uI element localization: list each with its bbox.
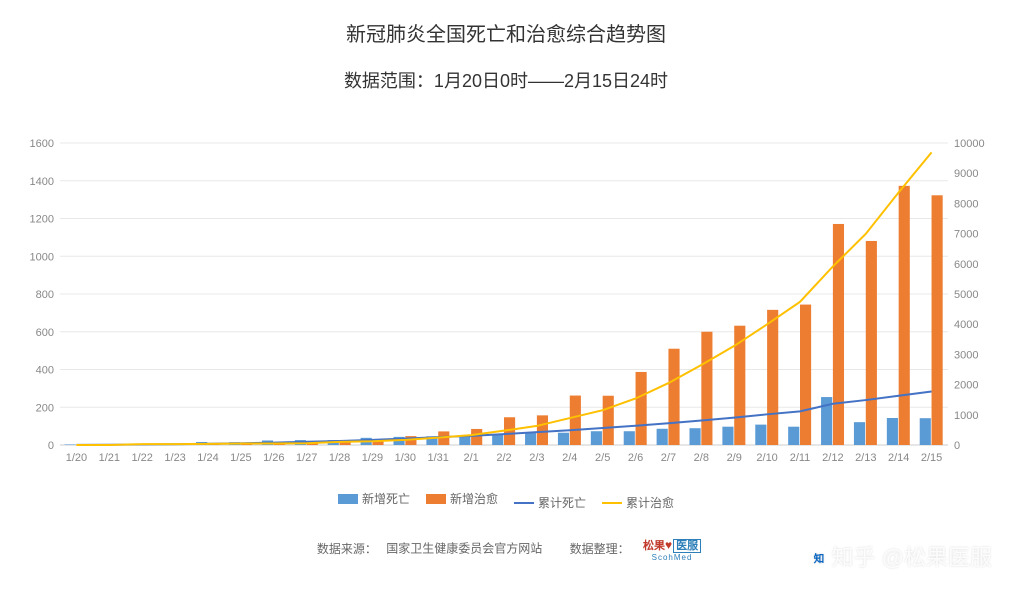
svg-text:1/31: 1/31 <box>428 452 449 464</box>
logo-subtext: ScohMed <box>643 553 701 562</box>
svg-text:1600: 1600 <box>30 138 54 150</box>
chart-legend: 新增死亡 新增治愈 累计死亡 累计治愈 <box>0 490 1012 511</box>
source-value: 国家卫生健康委员会官方网站 <box>386 542 542 556</box>
legend-swatch <box>514 502 534 504</box>
legend-swatch <box>602 502 622 504</box>
svg-text:2/11: 2/11 <box>790 452 811 464</box>
legend-label: 累计死亡 <box>538 494 586 511</box>
logo-text-a: 松果 <box>643 540 665 552</box>
legend-label: 新增治愈 <box>450 490 498 507</box>
svg-text:200: 200 <box>36 402 54 414</box>
svg-text:2/7: 2/7 <box>661 452 676 464</box>
svg-text:2/2: 2/2 <box>496 452 511 464</box>
svg-text:5000: 5000 <box>954 289 978 301</box>
legend-label: 新增死亡 <box>362 490 410 507</box>
svg-text:1/28: 1/28 <box>329 452 350 464</box>
svg-text:2/3: 2/3 <box>529 452 544 464</box>
chart-area: 0 200 400 600 800 1000 1200 1400 1600 0 1000 2000 30… <box>20 135 992 475</box>
logo-heart-icon: ♥ <box>665 538 672 552</box>
chart-svg: 0 200 400 600 800 1000 1200 1400 1600 0 1000 2000 30… <box>20 135 992 475</box>
svg-text:0: 0 <box>48 440 54 452</box>
legend-item-cum_deaths: 累计死亡 <box>514 494 586 511</box>
legend-swatch <box>426 494 446 504</box>
svg-text:800: 800 <box>36 289 54 301</box>
svg-text:1000: 1000 <box>30 251 54 263</box>
svg-text:2/10: 2/10 <box>756 452 777 464</box>
watermark-text: 知乎 @松果医服 <box>832 545 992 570</box>
svg-text:1/26: 1/26 <box>263 452 284 464</box>
legend-label: 累计治愈 <box>626 494 674 511</box>
svg-text:2000: 2000 <box>954 380 978 392</box>
svg-text:10000: 10000 <box>954 138 985 150</box>
org-label: 数据整理： <box>570 542 630 556</box>
svg-text:3000: 3000 <box>954 349 978 361</box>
svg-text:2/9: 2/9 <box>727 452 742 464</box>
svg-text:2/1: 2/1 <box>463 452 478 464</box>
zhihu-icon: 知 <box>810 549 828 567</box>
svg-text:600: 600 <box>36 327 54 339</box>
svg-text:2/13: 2/13 <box>855 452 876 464</box>
svg-text:1/21: 1/21 <box>99 452 120 464</box>
svg-text:2/4: 2/4 <box>562 452 577 464</box>
svg-text:1/23: 1/23 <box>164 452 185 464</box>
svg-text:9000: 9000 <box>954 168 978 180</box>
source-label: 数据来源： <box>317 542 377 556</box>
svg-text:1/22: 1/22 <box>132 452 153 464</box>
legend-item-new_deaths: 新增死亡 <box>338 490 410 507</box>
svg-text:6000: 6000 <box>954 259 978 271</box>
svg-text:1400: 1400 <box>30 176 54 188</box>
svg-text:2/8: 2/8 <box>694 452 709 464</box>
brand-logo: 松果♥医服 ScohMed <box>643 537 701 562</box>
svg-text:400: 400 <box>36 365 54 377</box>
svg-text:1/24: 1/24 <box>197 452 218 464</box>
svg-text:2/14: 2/14 <box>888 452 909 464</box>
legend-item-cum_cured: 累计治愈 <box>602 494 674 511</box>
svg-text:2/15: 2/15 <box>921 452 942 464</box>
chart-subtitle: 数据范围：1月20日0时——2月15日24时 <box>0 67 1012 93</box>
svg-text:1/30: 1/30 <box>395 452 416 464</box>
svg-text:2/5: 2/5 <box>595 452 610 464</box>
watermark: 知知乎 @松果医服 <box>810 540 992 572</box>
chart-header: 新冠肺炎全国死亡和治愈综合趋势图 数据范围：1月20日0时——2月15日24时 <box>0 0 1012 93</box>
svg-text:2/6: 2/6 <box>628 452 643 464</box>
svg-text:1200: 1200 <box>30 214 54 226</box>
svg-text:1/20: 1/20 <box>66 452 87 464</box>
legend-item-new_cured: 新增治愈 <box>426 490 498 507</box>
chart-title: 新冠肺炎全国死亡和治愈综合趋势图 <box>0 18 1012 47</box>
svg-text:0: 0 <box>954 440 960 452</box>
svg-text:知: 知 <box>813 552 824 565</box>
svg-text:2/12: 2/12 <box>822 452 843 464</box>
svg-text:1/27: 1/27 <box>296 452 317 464</box>
svg-text:4000: 4000 <box>954 319 978 331</box>
legend-swatch <box>338 494 358 504</box>
svg-text:1/29: 1/29 <box>362 452 383 464</box>
svg-text:7000: 7000 <box>954 229 978 241</box>
svg-text:1000: 1000 <box>954 410 978 422</box>
logo-text-b: 医服 <box>673 539 701 553</box>
svg-text:1/25: 1/25 <box>230 452 251 464</box>
svg-text:8000: 8000 <box>954 198 978 210</box>
